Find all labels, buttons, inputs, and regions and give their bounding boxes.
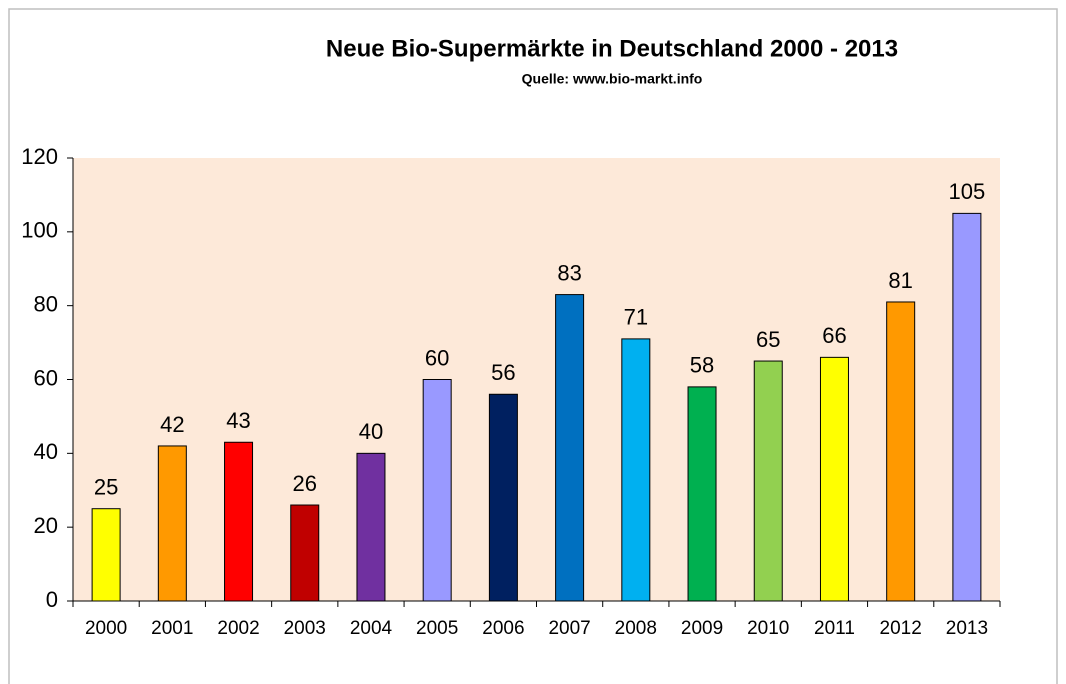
y-tick-label: 0 [46,587,58,612]
x-tick-label: 2001 [151,618,193,639]
bar [753,360,783,602]
chart-title: Neue Bio-Supermärkte in Deutschland 2000… [326,35,898,62]
chart-frame [8,8,1058,684]
bar [555,294,585,602]
x-tick-label: 2000 [85,618,127,639]
y-tick-label: 40 [34,439,58,464]
x-tick-label: 2010 [747,618,789,639]
data-label: 40 [359,419,383,444]
bar [952,212,982,602]
plot-area [73,158,1000,601]
data-label: 105 [949,179,986,204]
y-tick-label: 100 [21,218,58,243]
data-label: 83 [557,260,581,285]
bar [356,452,386,602]
data-label: 42 [160,412,184,437]
data-label: 60 [425,345,449,370]
data-label: 25 [94,475,118,500]
bar [886,301,916,602]
bar [157,445,187,602]
bar [488,393,518,602]
bar [819,356,849,602]
data-label: 43 [226,408,250,433]
bar [422,379,452,602]
data-label: 65 [756,327,780,352]
bar [621,338,651,602]
data-label: 71 [624,305,648,330]
bar [91,508,121,602]
data-label: 58 [690,353,714,378]
y-tick-label: 80 [34,291,58,316]
x-tick-label: 2007 [548,618,590,639]
x-tick-label: 2003 [284,618,326,639]
x-tick-label: 2002 [217,618,259,639]
y-tick-label: 120 [21,144,58,169]
data-label: 81 [888,268,912,293]
chart-subtitle: Quelle: www.bio-markt.info [522,71,703,87]
bar [224,441,254,602]
bar [290,504,320,602]
x-tick-label: 2006 [482,618,524,639]
bar [687,386,717,602]
x-tick-label: 2012 [880,618,922,639]
x-tick-label: 2008 [615,618,657,639]
y-tick-label: 60 [34,365,58,390]
x-tick-label: 2005 [416,618,458,639]
x-tick-label: 2013 [946,618,988,639]
data-label: 26 [293,471,317,496]
x-tick-label: 2009 [681,618,723,639]
data-label: 66 [822,323,846,348]
x-tick-label: 2011 [814,618,855,639]
y-tick-label: 20 [34,513,58,538]
x-tick-label: 2004 [350,618,393,639]
data-label: 56 [491,360,515,385]
